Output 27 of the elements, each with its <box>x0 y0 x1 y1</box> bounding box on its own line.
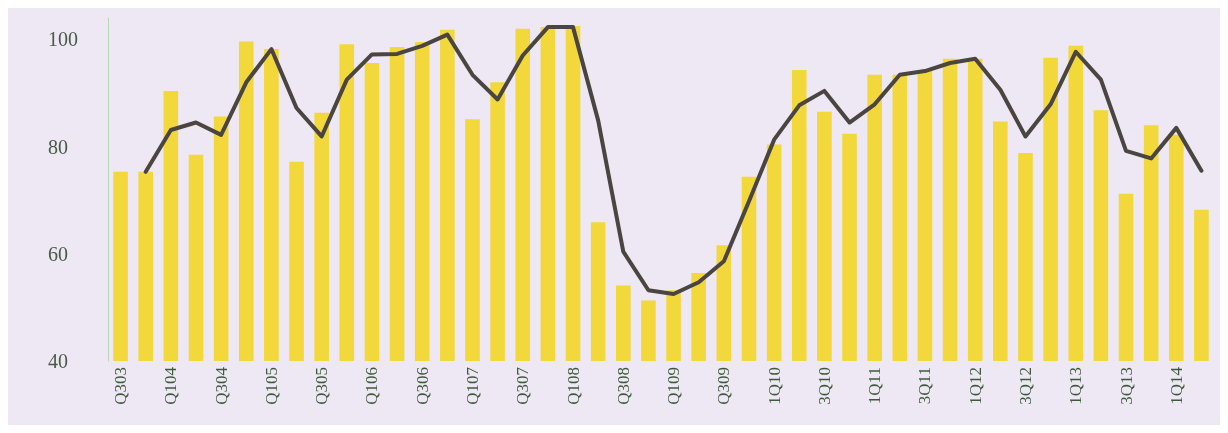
y-tick-label: 40 <box>48 350 68 372</box>
x-tick-label: 3Q10 <box>814 367 834 405</box>
x-tick-label: Q308 <box>613 367 633 405</box>
x-tick-label: Q106 <box>362 367 382 405</box>
x-tick-label: Q306 <box>412 367 432 405</box>
x-tick-label: 1Q13 <box>1066 367 1086 405</box>
x-tick-label: Q309 <box>714 367 734 405</box>
y-tick-label: 100 <box>48 28 78 51</box>
x-tick-label: 1Q12 <box>965 367 985 405</box>
x-tick-label: Q105 <box>261 367 281 405</box>
y-tick-label: 80 <box>48 135 68 158</box>
y-tick-label: 60 <box>48 242 68 265</box>
x-tick-label: 1Q11 <box>865 367 885 405</box>
x-tick-label: Q107 <box>462 366 482 405</box>
x-tick-label: 3Q11 <box>915 367 935 405</box>
x-tick-label: Q307 <box>513 366 533 405</box>
x-tick-label: Q305 <box>312 367 332 405</box>
x-tick-label: Q109 <box>664 367 684 405</box>
x-tick-label: Q108 <box>563 367 583 405</box>
x-tick-label: Q303 <box>111 367 131 405</box>
x-tick-label: Q104 <box>161 366 181 405</box>
x-tick-label: 1Q10 <box>764 367 784 405</box>
line-series <box>143 25 1204 297</box>
x-tick-label: 1Q14 <box>1166 366 1186 405</box>
x-tick-label: 3Q12 <box>1015 367 1035 405</box>
x-tick-label: Q304 <box>211 366 231 405</box>
x-tick-label: 3Q13 <box>1116 367 1136 405</box>
